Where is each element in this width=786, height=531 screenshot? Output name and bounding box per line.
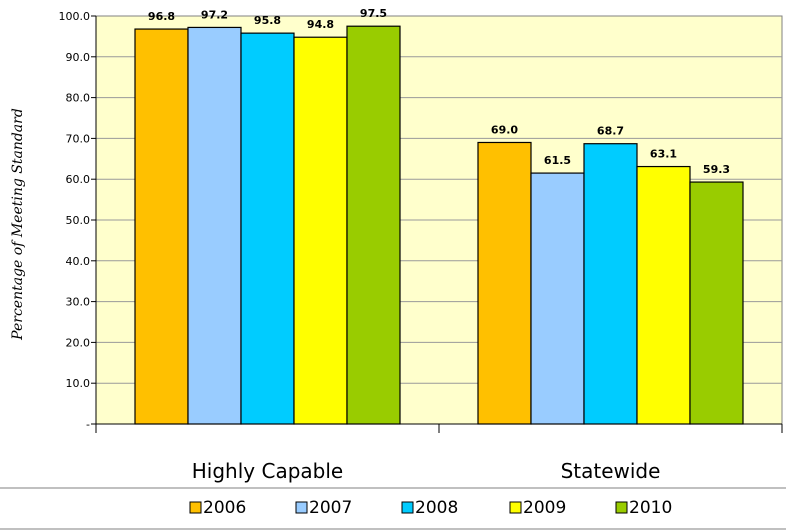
bar [240, 32, 295, 425]
bar [134, 28, 189, 425]
y-tick-label: 70.0 [66, 132, 91, 145]
legend-swatch [295, 501, 308, 514]
y-tick-label: 30.0 [66, 296, 91, 309]
bar [346, 25, 401, 425]
y-tick-label: 80.0 [66, 92, 91, 105]
x-category-label: Highly Capable [192, 459, 343, 483]
legend-label: 2007 [309, 498, 352, 518]
bar [583, 143, 638, 425]
bar [530, 172, 585, 425]
data-label: 59.3 [703, 163, 730, 176]
bar [477, 141, 532, 425]
legend-label: 2009 [523, 498, 566, 518]
legend-swatch [401, 501, 414, 514]
y-tick-label: 50.0 [66, 214, 91, 227]
data-label: 69.0 [491, 123, 518, 136]
data-label: 61.5 [544, 154, 571, 167]
x-category-label: Statewide [561, 459, 661, 483]
y-tick-label: 10.0 [66, 377, 91, 390]
y-tick-label: 40.0 [66, 255, 91, 268]
data-label: 97.2 [201, 8, 228, 21]
legend-label: 2010 [629, 498, 672, 518]
y-tick-label: 20.0 [66, 336, 91, 349]
bar [689, 181, 744, 425]
y-tick-label: 60.0 [66, 173, 91, 186]
y-tick-label: - [86, 418, 90, 431]
legend-label: 2008 [415, 498, 458, 518]
y-axis-title: Percentage of Meeting Standard [10, 108, 26, 341]
data-label: 96.8 [148, 10, 175, 23]
y-tick-label: 90.0 [66, 51, 91, 64]
bar [293, 36, 348, 425]
y-tick-label: 100.0 [59, 10, 91, 23]
legend-swatch [615, 501, 628, 514]
bar [187, 26, 242, 425]
legend-label: 2006 [203, 498, 246, 518]
data-label: 68.7 [597, 125, 624, 138]
data-label: 95.8 [254, 14, 281, 27]
bar [636, 165, 691, 425]
legend-swatch [509, 501, 522, 514]
legend-swatch [189, 501, 202, 514]
data-label: 97.5 [360, 7, 387, 20]
data-label: 94.8 [307, 18, 334, 31]
data-label: 63.1 [650, 148, 677, 161]
